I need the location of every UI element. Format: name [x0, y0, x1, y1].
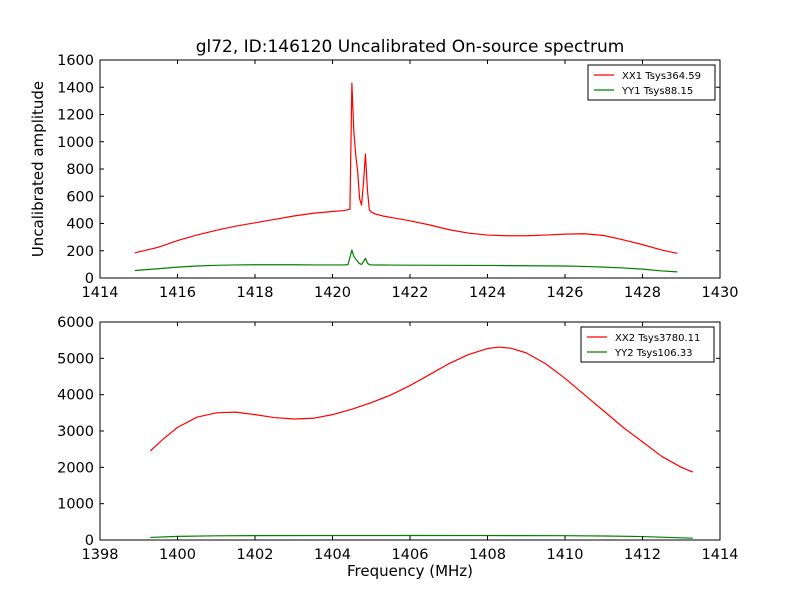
panel1-y-tick-label: 0: [85, 271, 94, 287]
panel1-x-tick-label: 1424: [469, 285, 506, 301]
panel2-y-tick-label: 1000: [57, 497, 94, 513]
panel2-series-2-line: [150, 534, 693, 539]
panel2-x-axis-label: Frequency (MHz): [347, 562, 473, 580]
panel1-legend-entry-2: YY1 Tsys88.15: [621, 86, 693, 97]
panel1-legend-box: [587, 64, 716, 101]
panel2-legend-entry-2: YY2 Tsys106.33: [614, 348, 693, 359]
panel1-x-tick-label: 1428: [624, 285, 661, 301]
panel2-y-tick-label: 0: [85, 533, 94, 549]
panel1-y-tick-label: 1600: [57, 53, 94, 69]
panel2-y-tick-label: 2000: [57, 460, 94, 476]
panel1-y-tick-label: 600: [66, 189, 94, 205]
panel2-legend-box: [580, 326, 715, 363]
panel1-x-tick-label: 1426: [547, 285, 584, 301]
panel1-x-tick-label: 1416: [159, 285, 196, 301]
panel2-x-tick-label: 1414: [702, 547, 739, 563]
panel1-y-tick-label: 1200: [57, 108, 94, 124]
panel1-x-tick-label: 1422: [392, 285, 429, 301]
panel1-y-tick-label: 400: [66, 217, 94, 233]
panel2-x-tick-label: 1406: [392, 547, 429, 563]
panel2-x-tick-label: 1400: [159, 547, 196, 563]
panel2-y-tick-label: 6000: [57, 315, 94, 331]
panel2-series-1-line: [149, 346, 694, 473]
panel1-series-1-line: [134, 82, 678, 255]
panel2-x-tick-label: 1398: [82, 547, 119, 563]
panel1-y-tick-label: 200: [66, 244, 94, 260]
panel1-x-tick-label: 1418: [237, 285, 274, 301]
panel2-y-tick-label: 4000: [57, 388, 94, 404]
panel1-y-tick-label: 800: [66, 162, 94, 178]
panel1-x-tick-label: 1414: [82, 285, 119, 301]
panel2-x-tick-label: 1408: [469, 547, 506, 563]
panel1-y-axis-label: Uncalibrated amplitude: [29, 81, 47, 257]
panel2-x-tick-label: 1410: [547, 547, 584, 563]
panel1-x-tick-label: 1420: [314, 285, 351, 301]
panel2-legend-entry-1: XX2 Tsys3780.11: [615, 333, 700, 344]
panel2-x-tick-label: 1412: [624, 547, 661, 563]
panel2-y-tick-label: 3000: [57, 424, 94, 440]
panel2-x-tick-label: 1402: [237, 547, 274, 563]
panel1-legend-entry-1: XX1 Tsys364.59: [622, 71, 701, 82]
panel1-x-tick-label: 1430: [702, 285, 739, 301]
panel1-chart-title: gl72, ID:146120 Uncalibrated On-source s…: [196, 37, 625, 57]
panel1-y-tick-label: 1400: [57, 80, 94, 96]
panel2-y-tick-label: 5000: [57, 351, 94, 367]
panel2-x-tick-label: 1404: [314, 547, 351, 563]
panel1-series-2-line: [134, 249, 678, 273]
panel1-y-tick-label: 1000: [57, 135, 94, 151]
